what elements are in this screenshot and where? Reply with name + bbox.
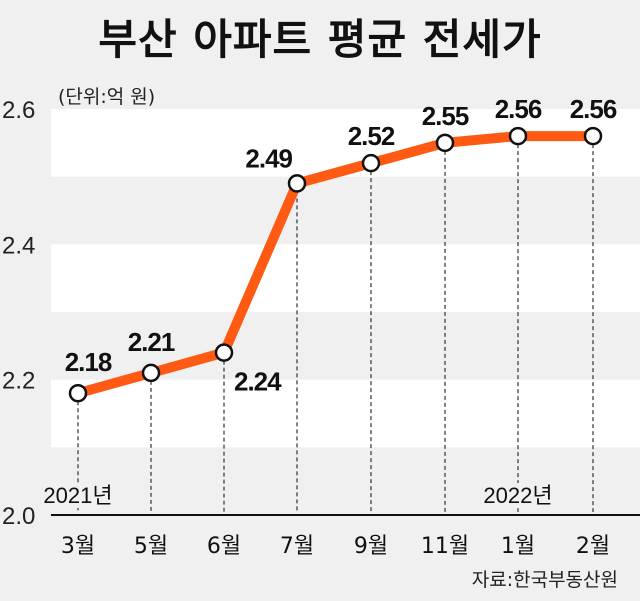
- grid-band: [51, 379, 640, 448]
- x-tick-label: 1월: [501, 534, 535, 559]
- data-label: 2.56: [495, 94, 542, 124]
- year-label: 2021년: [43, 483, 112, 508]
- data-label: 2.24: [234, 367, 282, 397]
- data-point: [435, 133, 455, 153]
- data-point: [68, 383, 88, 403]
- data-point: [287, 174, 307, 193]
- chart-title: 부산 아파트 평균 전세가: [98, 15, 542, 64]
- data-label: 2.56: [570, 94, 617, 124]
- x-tick-label: 11월: [421, 534, 469, 559]
- data-point: [583, 126, 603, 146]
- data-label: 2.55: [422, 101, 469, 131]
- data-point: [361, 153, 381, 173]
- x-tick-label: 3월: [61, 534, 95, 559]
- y-tick-label: 2.0: [2, 503, 35, 530]
- data-label: 2.52: [348, 121, 395, 151]
- unit-label: (단위:억 원): [58, 86, 156, 108]
- y-tick-label: 2.6: [2, 97, 35, 124]
- data-point: [508, 126, 528, 146]
- data-point: [141, 363, 161, 383]
- year-label: 2022년: [483, 483, 552, 508]
- grid-band: [51, 244, 640, 312]
- year-label-bg: [481, 483, 555, 508]
- source-label: 자료:한국부동산원: [471, 569, 618, 591]
- x-tick-label: 2월: [576, 534, 610, 559]
- series-line: [76, 131, 593, 399]
- x-tick-label: 5월: [134, 534, 168, 559]
- data-point: [214, 343, 234, 362]
- data-label: 2.21: [128, 327, 175, 357]
- data-label: 2.18: [65, 347, 112, 377]
- year-label-bg: [41, 483, 115, 508]
- x-tick-label: 7월: [280, 534, 314, 559]
- y-tick-label: 2.4: [2, 232, 35, 259]
- data-label: 2.49: [245, 143, 292, 173]
- x-tick-label: 6월: [207, 534, 241, 559]
- x-tick-label: 9월: [354, 534, 388, 559]
- y-tick-label: 2.2: [2, 368, 35, 395]
